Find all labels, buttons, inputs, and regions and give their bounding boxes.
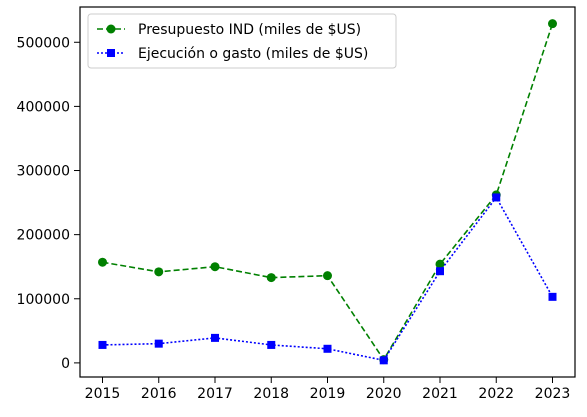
data-point [210,262,220,272]
data-point [435,259,445,269]
data-point [548,292,557,301]
x-tick-label: 2016 [141,386,177,402]
data-point [154,339,163,348]
data-point [323,344,332,353]
x-axis: 2015 2016 2017 2018 2019 2020 2021 2022 2023 [85,377,571,402]
data-point [154,267,164,277]
data-point [492,193,501,202]
x-tick-label: 2023 [535,386,571,402]
data-point [323,271,332,281]
x-tick-label: 2019 [310,386,346,402]
y-tick-label: 0 [61,356,70,372]
data-point [266,273,276,283]
legend-label: Presupuesto IND (miles de $US) [138,22,361,38]
y-tick-label: 100000 [17,292,70,308]
data-point [379,356,388,365]
y-tick-label: 500000 [17,35,70,51]
data-point [436,267,444,276]
y-tick-label: 200000 [17,228,70,244]
data-point [548,19,557,29]
data-point [267,340,276,349]
series-2 [98,193,557,365]
series-line [102,23,554,362]
data-point [98,257,107,267]
data-point [211,333,219,342]
x-tick-label: 2020 [366,386,402,402]
legend-label: Ejecución o gasto (miles de $US) [138,46,368,62]
legend: Presupuesto IND (miles de $US) Ejecución … [87,13,397,69]
x-tick-label: 2021 [422,386,458,402]
x-tick-label: 2022 [478,386,514,402]
legend-box [87,13,397,69]
y-tick-label: 300000 [17,164,70,180]
legend-marker [107,49,115,57]
x-tick-label: 2015 [85,386,121,402]
series-1 [98,19,557,365]
x-tick-label: 2018 [253,386,289,402]
legend-marker [106,24,116,34]
y-tick-label: 400000 [17,99,70,115]
y-axis: 0 100000 200000 300000 400000 500000 [17,35,80,372]
x-tick-label: 2017 [197,386,233,402]
plot-area [98,19,557,365]
data-point [98,340,107,349]
